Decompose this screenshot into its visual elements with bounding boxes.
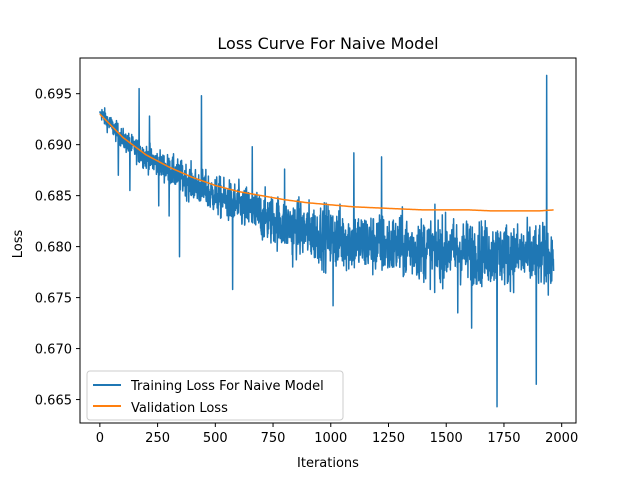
validation-loss-line	[99, 113, 554, 212]
y-tick-label: 0.695	[35, 88, 72, 103]
x-tick-label: 0	[96, 431, 104, 446]
legend: Training Loss For Naive Model Validation…	[86, 370, 344, 421]
x-tick-label: 2000	[545, 431, 578, 446]
legend-box	[86, 370, 344, 421]
plot-area	[79, 57, 577, 424]
legend-label-training: Training Loss For Naive Model	[130, 379, 324, 394]
y-tick-label: 0.665	[35, 394, 72, 409]
y-tick-label: 0.675	[35, 292, 72, 307]
x-tick-label: 500	[203, 431, 228, 446]
x-axis: 0 250 500 750 1000 1250 1500 1750 2000	[96, 423, 578, 446]
y-tick-label: 0.680	[35, 241, 72, 256]
legend-label-validation: Validation Loss	[131, 401, 228, 416]
plot-frame	[79, 57, 577, 424]
training-loss-line	[99, 74, 555, 408]
x-tick-label: 750	[261, 431, 286, 446]
chart-title: Loss Curve For Naive Model	[217, 34, 438, 53]
y-tick-label: 0.690	[35, 139, 72, 154]
y-axis: 0.665 0.670 0.675 0.680 0.685 0.690 0.695	[35, 88, 80, 409]
x-tick-label: 1500	[430, 431, 463, 446]
x-tick-label: 250	[145, 431, 170, 446]
y-axis-label: Loss	[11, 230, 26, 259]
y-tick-label: 0.685	[35, 190, 72, 205]
x-tick-label: 1000	[314, 431, 347, 446]
x-tick-label: 1250	[372, 431, 405, 446]
x-tick-label: 1750	[487, 431, 520, 446]
x-axis-label: Iterations	[297, 456, 359, 471]
y-tick-label: 0.670	[35, 343, 72, 358]
